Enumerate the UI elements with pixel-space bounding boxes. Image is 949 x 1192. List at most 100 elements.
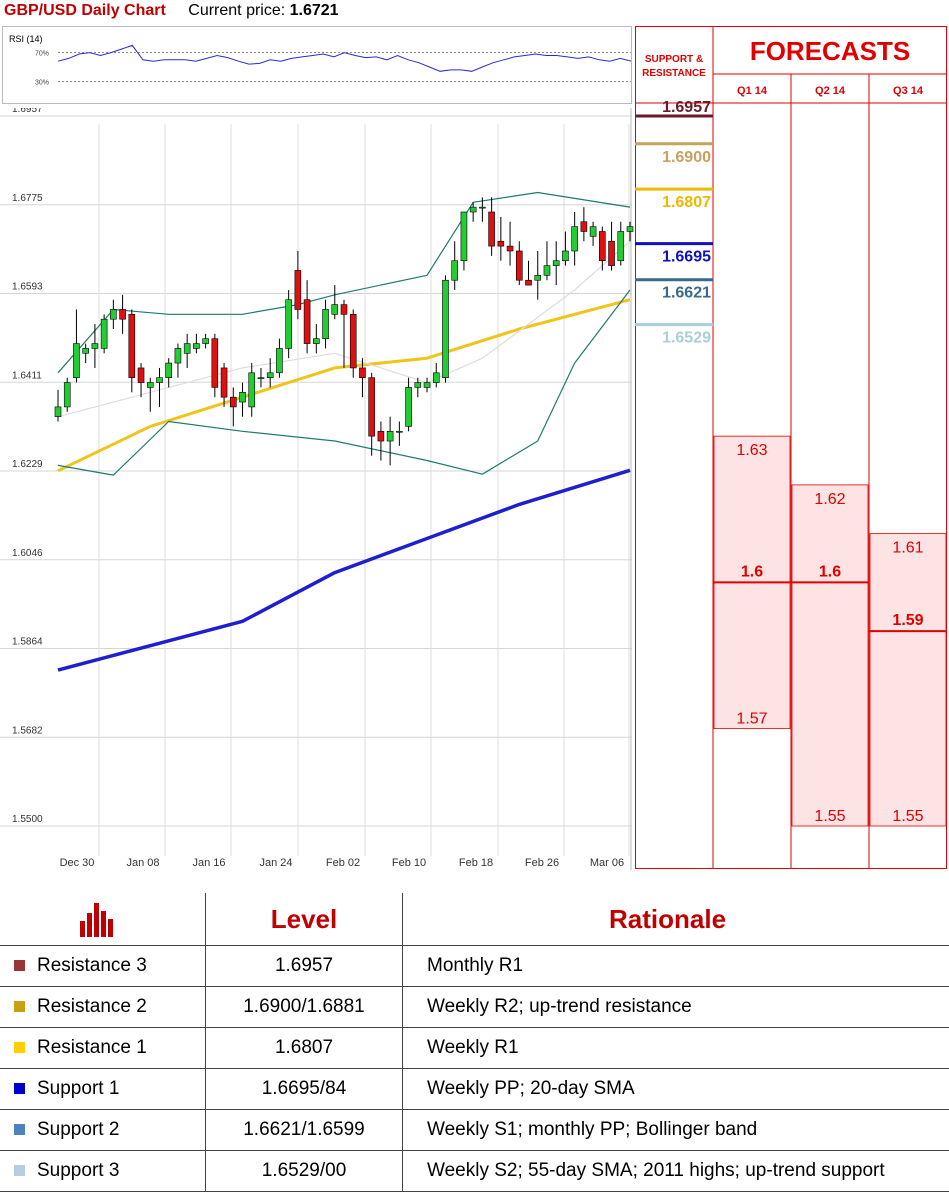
candle — [119, 294, 126, 334]
candle — [183, 333, 191, 368]
candle — [276, 338, 283, 378]
rsi-panel: RSI (14) 70% 30% — [2, 26, 632, 104]
candle-body — [451, 260, 459, 281]
chart-logo-cell — [0, 893, 206, 946]
candle — [340, 299, 348, 368]
level-rationale: Weekly S1; monthly PP; Bollinger band — [402, 1109, 949, 1151]
candle-body — [285, 299, 292, 349]
candle-body — [571, 226, 578, 252]
candle — [220, 363, 228, 407]
candle — [552, 241, 560, 286]
candle-body — [377, 430, 385, 442]
level-name: Support 2 — [37, 1119, 120, 1140]
candle-body — [562, 250, 569, 262]
rationale-column-header: Rationale — [402, 893, 949, 946]
chart-header: GBP/USD Daily Chart Current price: 1.672… — [4, 2, 339, 24]
forecast-mid-label: 1.59 — [892, 612, 923, 629]
rsi-tick-label: 30% — [35, 79, 49, 86]
candle-body — [193, 343, 200, 349]
level-marker-label: 1.6900 — [662, 149, 711, 166]
candle — [423, 377, 431, 393]
candle — [100, 314, 108, 354]
candle — [497, 216, 505, 261]
level-rationale: Weekly R1 — [402, 1027, 949, 1069]
candle-body — [423, 382, 431, 388]
chart-title: GBP/USD Daily Chart — [4, 2, 166, 19]
level-name: Resistance 3 — [37, 955, 147, 976]
candle — [257, 367, 265, 388]
rsi-title: RSI (14) — [9, 34, 43, 44]
candle-body — [137, 367, 145, 383]
x-tick-label: Feb 18 — [459, 857, 493, 869]
candle-body — [322, 309, 329, 339]
level-name-cell: Resistance 1 — [0, 1027, 206, 1069]
candle — [368, 372, 375, 456]
candle-body — [543, 265, 551, 276]
y-tick-label: 1.6775 — [12, 193, 43, 204]
candle — [313, 324, 320, 354]
candle — [571, 211, 578, 266]
y-tick-label: 1.5500 — [12, 814, 43, 825]
level-rationale: Weekly PP; 20-day SMA — [402, 1068, 949, 1110]
current-price-value: 1.6721 — [289, 2, 339, 19]
forecast-quarter-label: Q3 14 — [893, 85, 924, 97]
forecast-low-label: 1.55 — [892, 808, 923, 825]
candle — [54, 389, 62, 422]
forecast-high-label: 1.63 — [736, 442, 767, 459]
candle — [488, 197, 495, 256]
candle-body — [63, 382, 71, 408]
candle-body — [396, 430, 403, 433]
candle — [599, 226, 606, 271]
x-tick-label: Jan 16 — [192, 857, 225, 869]
candle — [331, 285, 339, 320]
candle-body — [276, 348, 283, 374]
candle-body — [515, 250, 523, 281]
candle-body — [266, 372, 274, 378]
level-marker-label: 1.6529 — [662, 330, 711, 347]
level-value: 1.6900/1.6881 — [205, 986, 403, 1028]
candle-body — [488, 211, 495, 247]
candle — [294, 250, 302, 320]
candle-body — [183, 343, 191, 354]
overlay-line — [57, 240, 631, 418]
candle — [156, 367, 163, 407]
y-tick-label: 1.6593 — [12, 282, 43, 293]
candle — [128, 309, 136, 393]
current-price-label: Current price: — [188, 2, 286, 19]
candle-body — [525, 279, 532, 286]
level-value: 1.6621/1.6599 — [205, 1109, 403, 1151]
candle-body — [552, 260, 560, 266]
level-name-cell: Resistance 3 — [0, 945, 206, 987]
level-name: Support 1 — [37, 1078, 120, 1099]
candle-body — [442, 279, 449, 378]
candle-body — [146, 382, 154, 388]
y-tick-label: 1.6411 — [12, 370, 42, 381]
y-tick-label: 1.5864 — [12, 637, 43, 648]
candle-body — [617, 231, 625, 262]
level-rationale: Weekly R2; up-trend resistance — [402, 986, 949, 1028]
sr-header: SUPPORT & RESISTANCE — [642, 54, 706, 79]
candle — [414, 377, 422, 398]
forecast-mid-label: 1.6 — [741, 563, 763, 580]
candle — [543, 241, 551, 281]
level-color-swatch — [14, 1042, 25, 1054]
candle-body — [248, 372, 256, 408]
level-column-header: Level — [205, 893, 403, 946]
forecast-range-box — [791, 484, 869, 827]
x-tick-label: Feb 26 — [525, 857, 559, 869]
level-name-cell: Resistance 2 — [0, 986, 206, 1028]
forecast-range-box — [869, 533, 947, 827]
levels-table: Level Rationale Resistance 3 1.6957 Monthl… — [0, 893, 949, 1192]
candle — [349, 309, 357, 378]
candle-body — [257, 377, 265, 379]
candle — [82, 343, 89, 364]
candle — [580, 207, 588, 242]
candle-body — [359, 367, 366, 378]
forecast-high-label: 1.61 — [892, 540, 923, 557]
level-name-cell: Support 2 — [0, 1109, 206, 1151]
table-row: Support 2 1.6621/1.6599 Weekly S1; monthly… — [0, 1109, 949, 1151]
level-color-swatch — [14, 960, 25, 972]
x-tick-label: Jan 08 — [126, 857, 159, 869]
candle — [248, 363, 256, 417]
candle — [432, 363, 440, 388]
